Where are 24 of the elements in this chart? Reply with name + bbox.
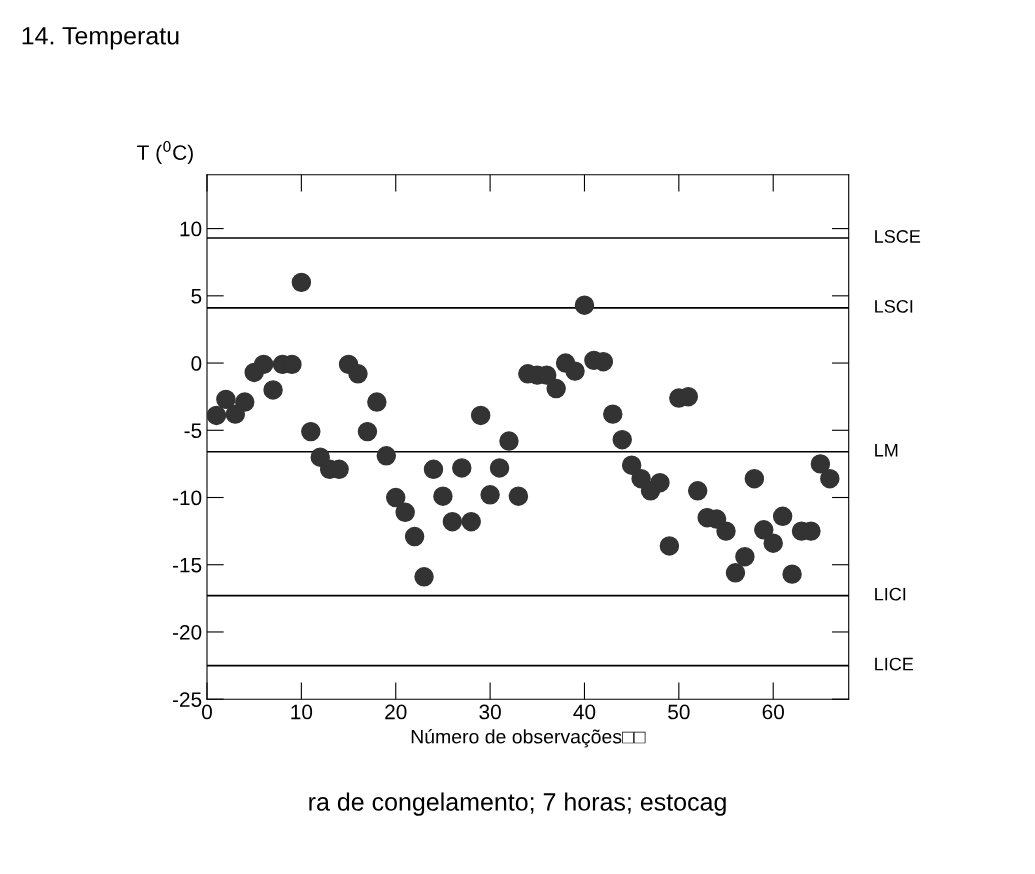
text: ra de congelamento; 7 horas; estocag xyxy=(309,792,726,816)
ref-line-label: LM xyxy=(875,444,898,457)
x-tick-label: 30 xyxy=(479,704,501,720)
y-tick-label: -5 xyxy=(184,423,202,439)
ref-line-label: LICI xyxy=(875,587,906,601)
y-axis-title: T ($^{0}$C) xyxy=(137,140,193,165)
y-tick-label: -20 xyxy=(172,624,202,640)
y-tick-label: -25 xyxy=(172,692,202,707)
x-axis-title: Número de observações□□ xyxy=(411,729,646,748)
ref-line-label: LSCI xyxy=(875,299,913,313)
x-tick-label: 0 xyxy=(202,704,212,720)
x-tick-label: 20 xyxy=(385,704,407,720)
x-tick-label: 40 xyxy=(573,704,596,720)
ref-line-label: LSCE xyxy=(875,230,921,243)
y-tick-label: -15 xyxy=(172,557,202,573)
y-tick-label: 5 xyxy=(191,289,202,304)
chart-title: 14. Temperatu xyxy=(22,27,179,50)
x-tick-label: 10 xyxy=(291,704,313,720)
x-tick-label: 50 xyxy=(668,704,690,720)
y-tick-label: 10 xyxy=(180,221,202,237)
ref-line-label: LICE xyxy=(875,657,914,671)
y-tick-label: -10 xyxy=(172,490,202,506)
y-tick-label: 0 xyxy=(191,356,202,371)
x-tick-label: 60 xyxy=(762,704,784,720)
